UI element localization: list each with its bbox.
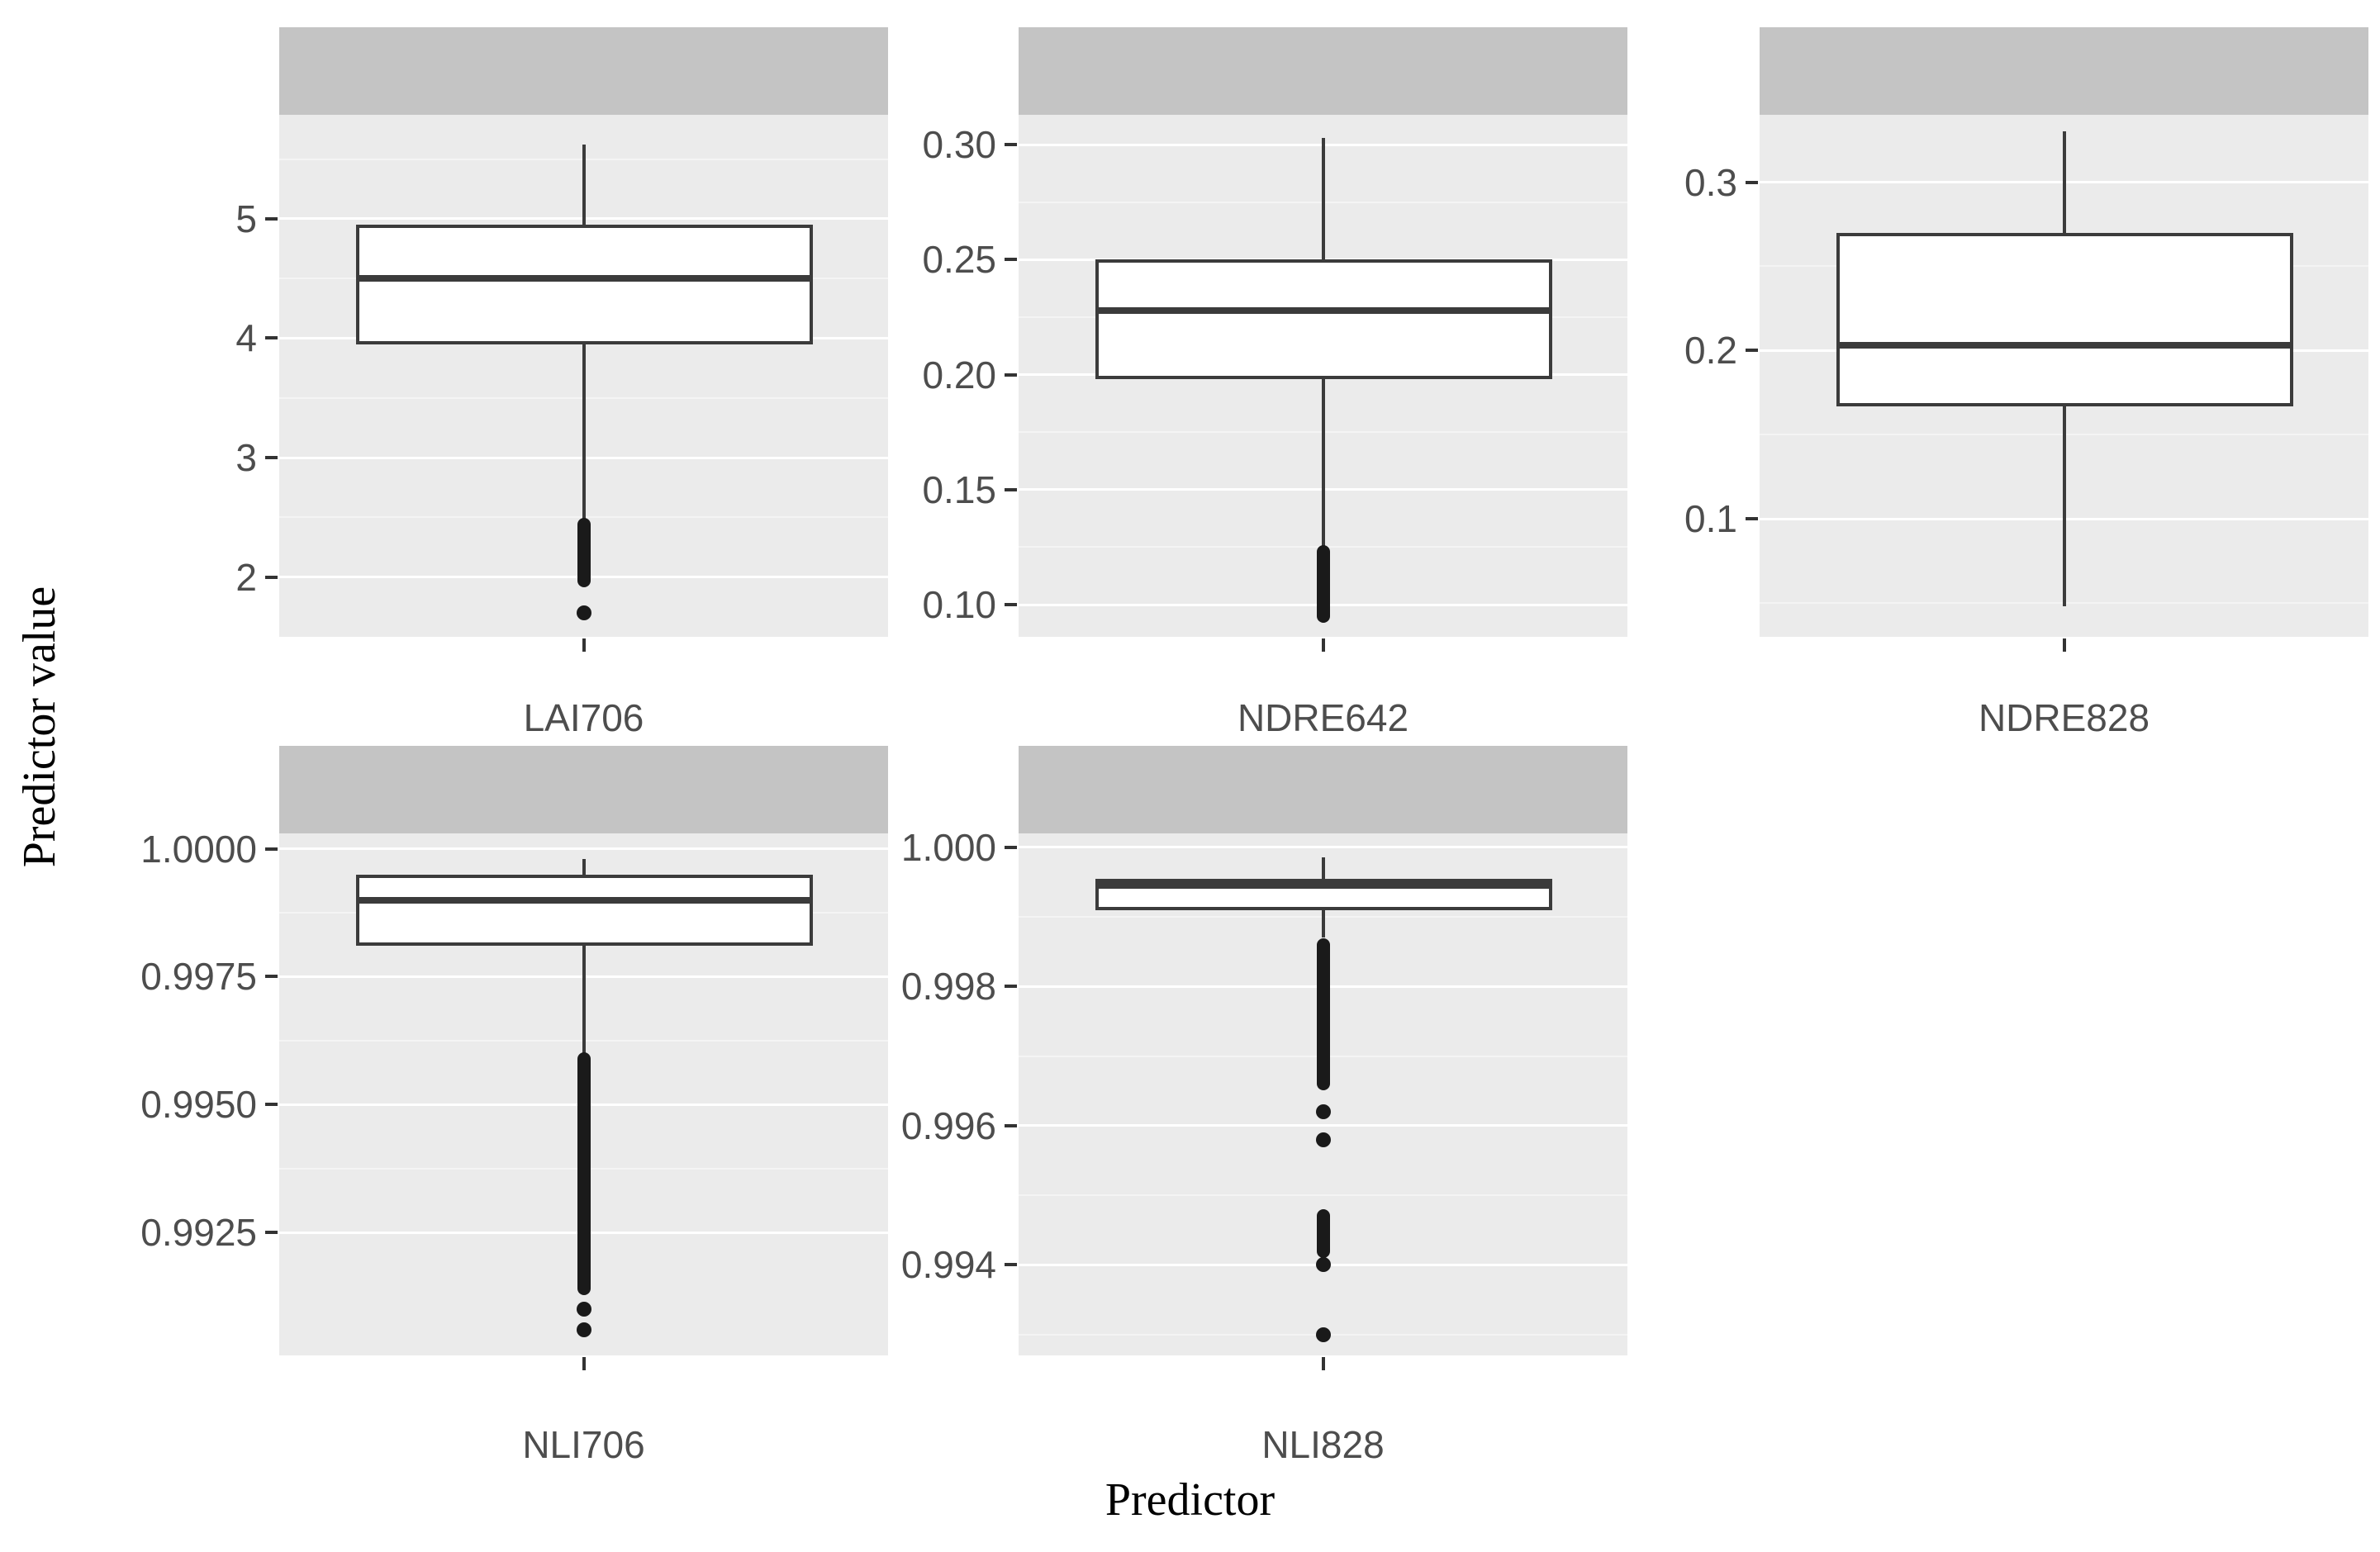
- box: [355, 874, 813, 947]
- x-tick-mark: [582, 638, 586, 652]
- y-tick-mark: [1005, 1123, 1017, 1127]
- median-line: [1095, 306, 1552, 314]
- y-tick-label: 0.998: [900, 965, 996, 1009]
- x-tick-mark: [582, 1357, 586, 1370]
- category-label: NLI706: [522, 1423, 645, 1466]
- outlier-cluster: [577, 1051, 591, 1296]
- facet-strip: [279, 746, 888, 833]
- y-tick-label: 5: [235, 197, 257, 240]
- facet-strip: [1019, 27, 1627, 115]
- x-tick-mark: [1322, 1357, 1325, 1370]
- gridline-major: [279, 847, 888, 851]
- y-tick-mark: [1005, 1263, 1017, 1267]
- lower-whisker: [2063, 406, 2066, 607]
- median-line: [355, 275, 813, 282]
- y-tick-label: 0.25: [922, 238, 996, 282]
- y-tick-mark: [265, 575, 278, 579]
- y-tick-label: 4: [235, 316, 257, 360]
- gridline-major: [1019, 846, 1627, 849]
- y-tick-label: 0.2: [1684, 329, 1737, 373]
- facet-strip: [279, 27, 888, 115]
- outlier-point: [577, 1302, 591, 1317]
- y-tick-label: 0.996: [900, 1103, 996, 1147]
- lower-whisker: [1322, 379, 1325, 548]
- plot-area: [1019, 833, 1627, 1355]
- y-tick-mark: [1005, 258, 1017, 262]
- y-tick-mark: [1746, 517, 1758, 521]
- y-tick-mark: [265, 456, 278, 460]
- upper-whisker: [2063, 131, 2066, 233]
- outlier-cluster: [1317, 1209, 1330, 1258]
- y-tick-label: 0.10: [922, 583, 996, 627]
- gridline-minor: [1019, 1194, 1627, 1197]
- facet-strip: [1760, 27, 2368, 115]
- y-tick-mark: [265, 336, 278, 340]
- outlier-cluster: [577, 518, 591, 588]
- gridline-major: [1019, 1124, 1627, 1127]
- y-tick-label: 0.15: [922, 467, 996, 511]
- lower-whisker: [582, 344, 586, 524]
- lower-whisker: [582, 946, 586, 1054]
- y-tick-mark: [1005, 985, 1017, 989]
- y-tick-label: 1.000: [900, 825, 996, 869]
- y-tick-label: 0.1: [1684, 497, 1737, 541]
- category-label: LAI706: [523, 696, 644, 739]
- lower-whisker: [1322, 909, 1325, 938]
- y-tick-label: 1.0000: [140, 827, 257, 871]
- plot-area: [1760, 115, 2368, 637]
- box: [1836, 232, 2293, 406]
- y-tick-label: 0.20: [922, 353, 996, 396]
- y-tick-mark: [1746, 349, 1758, 353]
- y-axis-title: Predictor value: [14, 586, 65, 868]
- y-tick-label: 0.9950: [140, 1083, 257, 1127]
- plot-area: [279, 833, 888, 1355]
- y-tick-label: 0.9975: [140, 955, 257, 999]
- y-tick-mark: [1005, 373, 1017, 377]
- y-tick-mark: [1005, 845, 1017, 849]
- outlier-cluster: [1317, 544, 1330, 623]
- median-line: [1095, 882, 1552, 890]
- plot-area: [279, 115, 888, 637]
- y-tick-mark: [265, 1103, 278, 1107]
- y-tick-label: 2: [235, 555, 257, 599]
- y-tick-label: 0.9925: [140, 1211, 257, 1255]
- category-label: NDRE828: [1978, 696, 2150, 739]
- outlier-point: [577, 605, 591, 621]
- upper-whisker: [1322, 857, 1325, 879]
- y-tick-mark: [1746, 180, 1758, 184]
- y-tick-label: 0.30: [922, 123, 996, 167]
- upper-whisker: [582, 858, 586, 875]
- outlier-point: [1316, 1257, 1331, 1273]
- category-label: NDRE642: [1237, 696, 1409, 739]
- y-tick-label: 0.994: [900, 1243, 996, 1287]
- outlier-point: [577, 1322, 591, 1338]
- box: [355, 225, 813, 344]
- outlier-point: [1316, 1132, 1331, 1147]
- y-tick-mark: [1005, 487, 1017, 491]
- x-tick-mark: [2063, 638, 2066, 652]
- y-tick-mark: [1005, 603, 1017, 607]
- facet-strip: [1019, 746, 1627, 833]
- outlier-point: [1316, 1327, 1331, 1342]
- x-axis-title: Predictor: [1104, 1474, 1276, 1526]
- outlier-cluster: [1317, 937, 1330, 1091]
- outlier-point: [1316, 1104, 1331, 1120]
- y-tick-mark: [265, 1231, 278, 1235]
- plot-area: [1019, 115, 1627, 637]
- category-label: NLI828: [1261, 1423, 1385, 1466]
- median-line: [1836, 342, 2293, 349]
- y-tick-mark: [265, 216, 278, 221]
- x-tick-mark: [1322, 638, 1325, 652]
- upper-whisker: [1322, 137, 1325, 260]
- y-tick-label: 0.3: [1684, 160, 1737, 204]
- y-tick-label: 3: [235, 436, 257, 480]
- y-tick-mark: [265, 975, 278, 979]
- y-tick-mark: [265, 847, 278, 851]
- upper-whisker: [582, 145, 586, 225]
- y-tick-mark: [1005, 143, 1017, 147]
- box: [1095, 259, 1552, 380]
- median-line: [355, 896, 813, 904]
